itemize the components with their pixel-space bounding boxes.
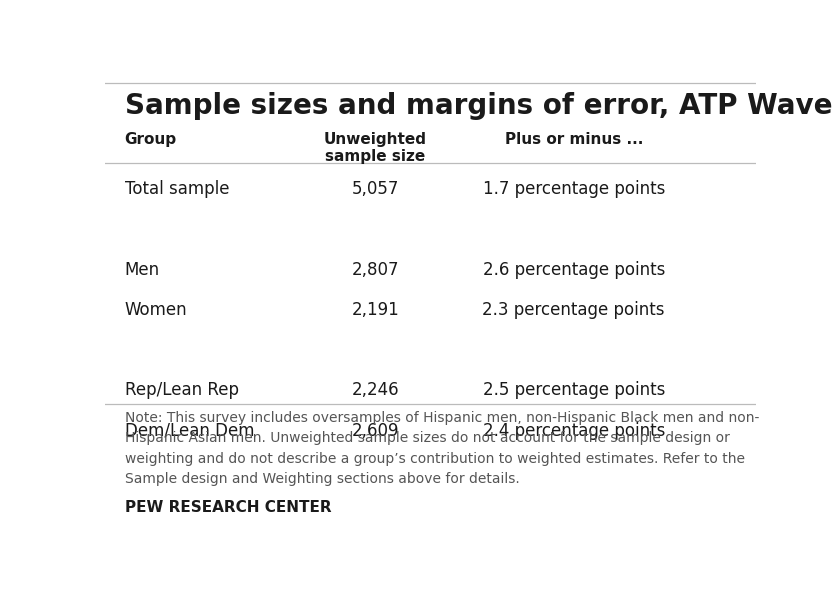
Text: Sample sizes and margins of error, ATP Wave 131: Sample sizes and margins of error, ATP W… <box>124 92 840 120</box>
Text: Men: Men <box>124 261 160 279</box>
Text: 2.3 percentage points: 2.3 percentage points <box>482 301 665 319</box>
Text: Group: Group <box>124 132 176 147</box>
Text: Total sample: Total sample <box>124 180 229 198</box>
Text: 2,191: 2,191 <box>351 301 399 319</box>
Text: 5,057: 5,057 <box>351 180 399 198</box>
Text: Dem/Lean Dem: Dem/Lean Dem <box>124 422 254 440</box>
Text: 2,246: 2,246 <box>351 381 399 399</box>
Text: Unweighted
sample size: Unweighted sample size <box>323 132 427 164</box>
Text: 2.4 percentage points: 2.4 percentage points <box>482 422 665 440</box>
Text: Women: Women <box>124 301 187 319</box>
Text: 2.6 percentage points: 2.6 percentage points <box>482 261 665 279</box>
Text: 2,807: 2,807 <box>351 261 399 279</box>
Text: PEW RESEARCH CENTER: PEW RESEARCH CENTER <box>124 500 331 516</box>
Text: 2,609: 2,609 <box>351 422 399 440</box>
Text: Rep/Lean Rep: Rep/Lean Rep <box>124 381 239 399</box>
Text: Plus or minus ...: Plus or minus ... <box>505 132 643 147</box>
Text: Note: This survey includes oversamples of Hispanic men, non-Hispanic Black men a: Note: This survey includes oversamples o… <box>124 410 759 486</box>
Text: 1.7 percentage points: 1.7 percentage points <box>482 180 665 198</box>
Text: 2.5 percentage points: 2.5 percentage points <box>482 381 665 399</box>
